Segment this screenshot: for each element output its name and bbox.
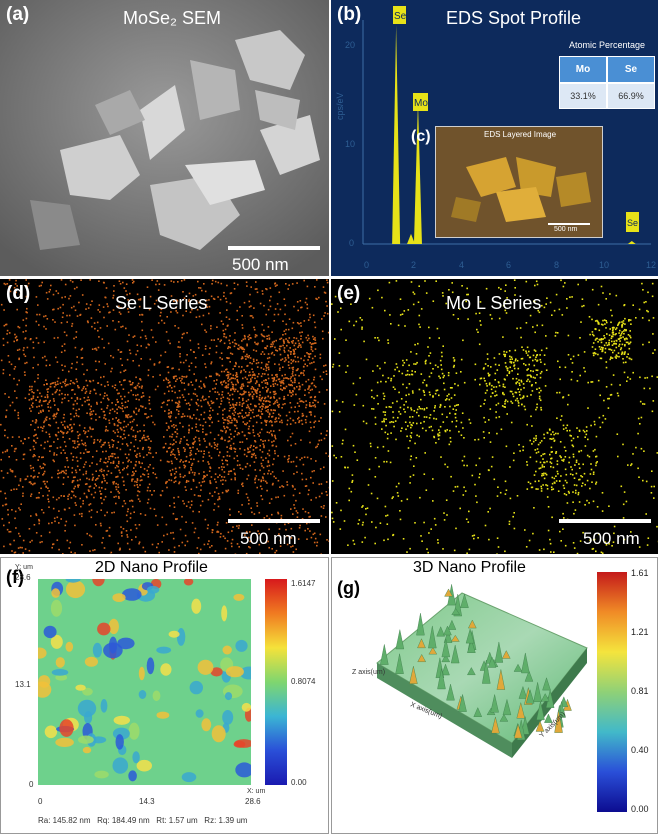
colorbar-tick: 1.21 — [631, 627, 649, 637]
inset-scale-label: 500 nm — [554, 226, 578, 233]
scale-bar — [559, 519, 651, 523]
colorbar — [597, 572, 627, 812]
panel-title: 2D Nano Profile — [95, 559, 208, 576]
y-axis-label: cps/eV — [335, 92, 345, 120]
panel-title: MoSe₂ SEM — [123, 8, 222, 28]
panel-d-se-map: (d) Se L Series 500 nm — [0, 279, 329, 554]
peak-label-box — [393, 6, 406, 24]
y-tick: 0 — [29, 780, 34, 789]
colorbar-tick: 0.00 — [631, 804, 649, 814]
x-tick: 8 — [554, 260, 559, 270]
peak-label: Mo — [414, 98, 428, 109]
roughness-stats: Ra: 145.82 nm Rq: 184.49 nm Rt: 1.57 um … — [38, 816, 248, 825]
inset-title: EDS Layered Image — [484, 130, 557, 139]
inset-scale-bar — [548, 223, 590, 225]
panel-title: 3D Nano Profile — [413, 559, 526, 576]
panel-label: (a) — [6, 4, 30, 25]
y-tick: 20 — [345, 40, 355, 50]
peak-label: Se — [394, 11, 407, 22]
panel-title: Mo L Series — [446, 293, 542, 313]
panel-label: (d) — [6, 283, 31, 304]
se-element-map — [0, 279, 329, 554]
scale-bar — [228, 519, 320, 523]
x-tick: 14.3 — [139, 797, 155, 806]
table-cell: 66.9% — [607, 83, 655, 109]
panel-f-2d-profile: (f) 2D Nano Profile Y: um 28.6 13.1 0 0 … — [0, 557, 329, 834]
scale-bar-label: 500 nm — [232, 255, 289, 274]
peak-label-box — [626, 212, 639, 232]
x-unit-label: X: um — [247, 788, 266, 795]
table-cell: 33.1% — [559, 83, 607, 109]
height-map — [38, 579, 251, 785]
3d-surface: X axis(um) Y axis(um) Z axis(um) — [352, 584, 588, 758]
panel-a-sem: (a) MoSe₂ SEM 500 nm — [0, 0, 329, 276]
peak-label: Se — [627, 218, 638, 228]
eds-spectrum-chart: 20 10 0 0 2 4 6 8 10 12 cps/eV Se Mo Se — [335, 6, 656, 270]
height-map-plot — [38, 579, 251, 783]
x-tick: 0 — [38, 797, 43, 806]
panel-label: (g) — [337, 578, 360, 598]
x-tick: 28.6 — [245, 797, 261, 806]
scale-bar-label: 500 nm — [240, 529, 297, 548]
eds-peak — [407, 233, 415, 244]
y-tick: 10 — [345, 139, 355, 149]
panel-label: (e) — [337, 283, 361, 304]
colorbar — [265, 579, 287, 785]
inset-c-layered-image: (c) EDS Layered Image 500 nm — [435, 126, 603, 238]
colorbar-tick: 0.8074 — [291, 677, 316, 686]
y-unit-label: Y: um — [15, 564, 33, 571]
panel-title: Se L Series — [115, 293, 208, 313]
y-tick: 28.6 — [15, 573, 31, 582]
panel-g-3d-profile: (g) 3D Nano Profile X axis(um) Y axis(um… — [331, 557, 658, 834]
x-tick: 4 — [459, 260, 464, 270]
x-tick: 6 — [506, 260, 511, 270]
table-header: Mo — [559, 56, 607, 83]
colorbar-tick: 1.6147 — [291, 579, 316, 588]
colorbar-tick: 0.00 — [291, 778, 307, 787]
colorbar-tick: 0.40 — [631, 745, 649, 755]
table-title: Atomic Percentage — [568, 40, 646, 50]
eds-peak — [392, 25, 401, 244]
panel-label: (b) — [337, 4, 362, 25]
sem-image — [0, 0, 329, 276]
scale-bar-label: 500 nm — [583, 529, 640, 548]
y-tick: 13.1 — [15, 680, 31, 689]
eds-peak — [413, 101, 422, 244]
table-header: Se — [607, 56, 655, 83]
x-tick: 10 — [599, 260, 609, 270]
z-axis-label: Z axis(um) — [352, 669, 385, 676]
peak-label-box — [413, 93, 428, 111]
mo-element-map — [331, 279, 658, 554]
panel-e-mo-map: (e) Mo L Series 500 nm — [331, 279, 658, 554]
eds-peak — [627, 240, 636, 244]
layered-image — [436, 127, 602, 237]
atomic-percentage-table: Atomic Percentage Mo Se 33.1% 66.9% — [559, 40, 655, 109]
panel-title: EDS Spot Profile — [446, 8, 582, 28]
panel-b-eds: 20 10 0 0 2 4 6 8 10 12 cps/eV Se Mo Se … — [331, 0, 658, 276]
colorbar-tick: 0.81 — [631, 686, 649, 696]
inset-label: (c) — [411, 128, 431, 145]
scale-bar — [228, 246, 320, 250]
panel-label: (f) — [6, 567, 24, 587]
x-tick: 0 — [364, 260, 369, 270]
y-tick: 0 — [349, 238, 354, 248]
x-tick: 12 — [646, 260, 656, 270]
colorbar-tick: 1.61 — [631, 568, 649, 578]
x-tick: 2 — [411, 260, 416, 270]
